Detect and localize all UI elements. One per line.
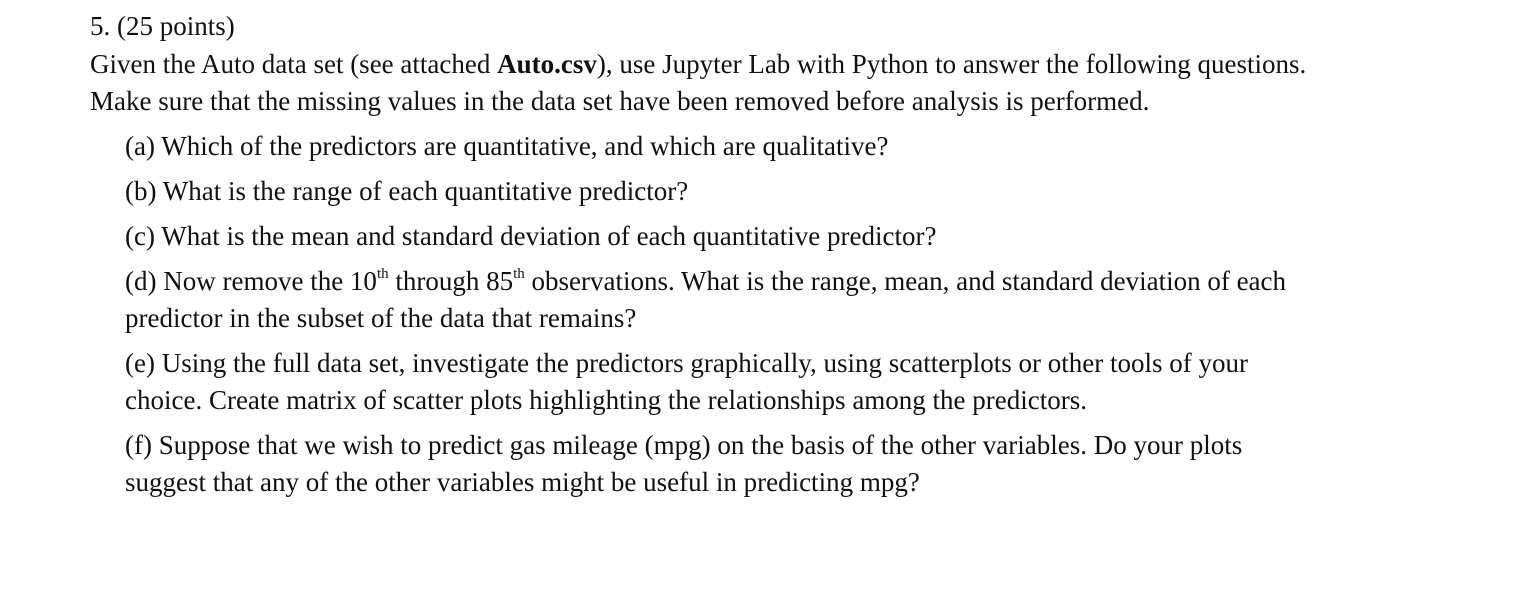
ordinal-suffix-2: th <box>513 266 525 282</box>
subquestion-f: (f) Suppose that we wish to predict gas … <box>125 430 1243 497</box>
subquestion-e: (e) Using the full data set, investigate… <box>125 348 1248 415</box>
question-heading: 5. (25 points) <box>90 11 235 41</box>
subquestion-list: (a) Which of the predictors are quantita… <box>90 128 1490 501</box>
intro-text-end: ), use Jupyter Lab with Python to answer… <box>90 49 1307 116</box>
document-body: 5. (25 points) Given the Auto data set (… <box>90 8 1490 509</box>
ordinal-suffix-1: th <box>376 266 389 282</box>
subquestion-b: (b) What is the range of each quantitati… <box>125 176 689 206</box>
question-intro: Given the Auto data set (see attached Au… <box>90 46 1340 120</box>
intro-text-start: Given the Auto data set (see attached <box>90 49 498 79</box>
subquestion-d-text-1: (d) Now remove the 10 <box>125 266 377 296</box>
subquestion-c: (c) What is the mean and standard deviat… <box>125 221 937 251</box>
subquestion-d: (d) Now remove the 10th through 85th obs… <box>125 263 1315 337</box>
filename-bold: Auto.csv <box>497 49 597 79</box>
subquestion-a: (a) Which of the predictors are quantita… <box>125 131 889 161</box>
subquestion-d-text-2: through 85 <box>388 266 514 296</box>
subquestion-d-text-3: observations. What is the range, mean, a… <box>125 266 1287 333</box>
